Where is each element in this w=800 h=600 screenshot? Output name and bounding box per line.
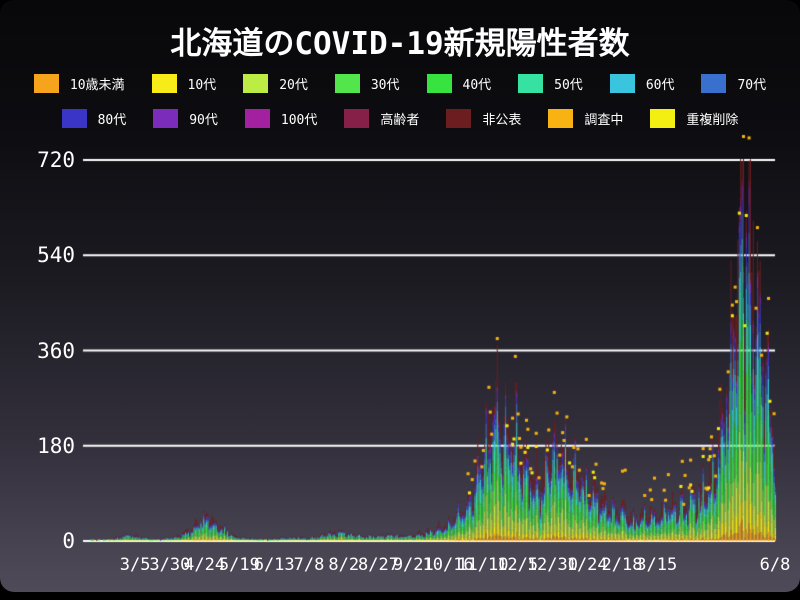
y-axis-label: 180 [37, 433, 75, 458]
x-axis-label: 1/24 [566, 555, 608, 575]
x-axis-label: 12/30 [526, 555, 578, 575]
x-axis-label: 6/8 [759, 555, 791, 575]
x-axis-label: 11/10 [457, 555, 509, 575]
y-axis-label: 540 [37, 243, 75, 268]
x-axis-label: 7/8 [293, 555, 325, 575]
x-axis-label: 3/30 [149, 555, 191, 575]
x-axis-label: 8/2 [328, 555, 360, 575]
x-axis-label: 5/19 [218, 555, 260, 575]
x-axis-label: 10/16 [422, 555, 474, 575]
y-axis-label: 0 [62, 529, 75, 553]
x-axis-label: 3/15 [636, 555, 678, 575]
x-axis-label: 6/13 [253, 555, 295, 575]
y-axis-label: 360 [37, 338, 75, 363]
x-axis-label: 12/5 [497, 555, 539, 575]
x-axis-label: 2/18 [601, 555, 643, 575]
x-axis-label: 8/27 [358, 555, 399, 575]
x-axis-label: 3/5 [119, 555, 151, 575]
y-axis-label: 720 [37, 148, 75, 172]
x-axis-label: 4/24 [184, 555, 226, 575]
x-axis-label: 9/21 [392, 555, 434, 575]
